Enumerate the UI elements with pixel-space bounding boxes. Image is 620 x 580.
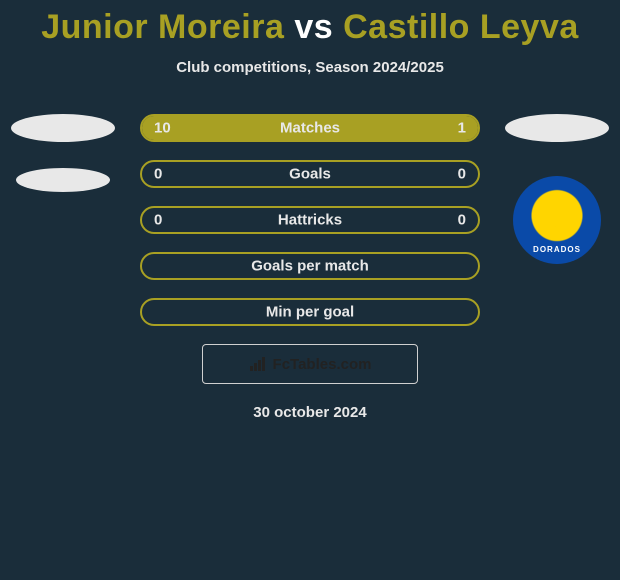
stat-bar: Goals per match: [140, 252, 480, 280]
stat-value-right: 0: [458, 212, 466, 229]
stat-value-left: 0: [154, 166, 162, 183]
stat-row: Goals per match: [0, 252, 620, 280]
page-title: Junior Moreira vs Castillo Leyva: [0, 0, 620, 47]
stat-row: Goals 0 0: [0, 160, 620, 188]
stat-value-right: 1: [458, 120, 466, 137]
stat-bar: Min per goal: [140, 298, 480, 326]
stat-bar: Goals 0 0: [140, 160, 480, 188]
stat-row: Min per goal: [0, 298, 620, 326]
stat-row: Matches 10 1: [0, 114, 620, 142]
bar-fill-right: [411, 116, 478, 140]
footer-brand-text: FcTables.com: [273, 356, 372, 373]
subtitle: Club competitions, Season 2024/2025: [0, 59, 620, 76]
stat-bar: Hattricks 0 0: [140, 206, 480, 234]
stat-value-right: 0: [458, 166, 466, 183]
chart-icon: [249, 356, 269, 372]
stat-label: Goals per match: [251, 258, 369, 275]
stat-bar: Matches 10 1: [140, 114, 480, 142]
player1-name: Junior Moreira: [41, 8, 284, 46]
footer-brand: FcTables.com: [249, 356, 372, 373]
bar-fill-left: [142, 116, 411, 140]
player2-name: Castillo Leyva: [343, 8, 579, 46]
stat-row: Hattricks 0 0: [0, 206, 620, 234]
stat-label: Matches: [280, 120, 340, 137]
stat-label: Hattricks: [278, 212, 342, 229]
footer-date: 30 october 2024: [0, 404, 620, 421]
comparison-area: DORADOS Matches101Goals00Hattricks00Goal…: [0, 114, 620, 326]
stat-label: Goals: [289, 166, 331, 183]
vs-text: vs: [294, 8, 333, 46]
stat-label: Min per goal: [266, 304, 354, 321]
stat-value-left: 0: [154, 212, 162, 229]
footer-brand-box: FcTables.com: [202, 344, 418, 384]
stat-value-left: 10: [154, 120, 171, 137]
